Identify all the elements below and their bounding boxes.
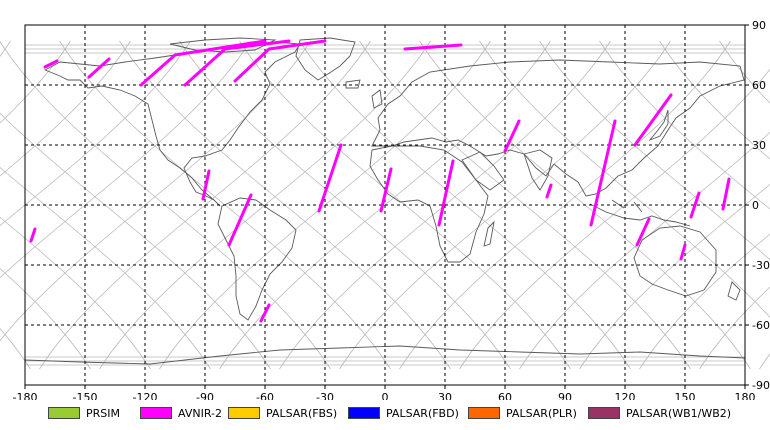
- graticule: [25, 25, 745, 385]
- lon-tick-label: 30: [438, 391, 452, 400]
- coastline-africa: [369, 145, 489, 263]
- swath-avnir2: [635, 217, 651, 247]
- legend-label-palsar-fbd: PALSAR(FBD): [386, 406, 459, 420]
- axis-ticks: -180 -150 -120 -90 -60 -30 0 30 60 90 120 150 180 90 6…: [13, 19, 770, 400]
- swath-avnir2: [437, 159, 455, 227]
- orbit-track: [639, 233, 770, 370]
- legend-swatch-avnir2: [140, 407, 172, 419]
- orbit-track: [599, 40, 770, 210]
- coastline-south-america: [217, 197, 297, 321]
- lat-tick-label: 90: [752, 19, 766, 32]
- lon-tick-label: -90: [196, 391, 214, 400]
- swath-avnir2: [139, 39, 267, 87]
- legend-item-prsim: PRSIM: [48, 405, 120, 421]
- legend-item-palsar-fbs: PALSAR(FBS): [228, 405, 337, 421]
- lon-tick-label: 120: [615, 391, 636, 400]
- legend-label-palsar-plr: PALSAR(PLR): [506, 406, 577, 420]
- swath-avnir2: [259, 303, 271, 323]
- lon-tick-label: -60: [256, 391, 274, 400]
- lon-tick-label: -150: [73, 391, 98, 400]
- orbit-track: [0, 40, 11, 57]
- orbit-track: [0, 268, 91, 370]
- avnir2-swaths: [29, 39, 731, 323]
- orbit-track: [719, 40, 770, 104]
- sensor-legend: PRSIM AVNIR-2 PALSAR(FBS) PALSAR(FBD) PA…: [0, 398, 770, 430]
- coastline-antarctica: [24, 345, 746, 365]
- legend-item-palsar-fbd: PALSAR(FBD): [348, 405, 459, 421]
- lat-tick-label: -30: [752, 259, 770, 272]
- legend-swatch-prsim: [48, 407, 80, 419]
- legend-item-palsar-plr: PALSAR(PLR): [468, 405, 577, 421]
- swath-avnir2: [227, 193, 253, 247]
- orbit-track: [659, 40, 770, 160]
- orbit-track: [0, 40, 131, 177]
- swath-avnir2: [589, 119, 617, 227]
- lon-tick-label: 0: [382, 391, 389, 400]
- coastline-british-isles: [371, 89, 383, 109]
- coastline-iceland: [345, 79, 361, 89]
- lat-tick-label: 60: [752, 79, 766, 92]
- swath-avnir2: [545, 183, 553, 199]
- swath-avnir2: [233, 39, 327, 83]
- swath-avnir2: [679, 243, 687, 261]
- swath-avnir2: [403, 43, 463, 51]
- coastline-indonesia: [589, 199, 691, 227]
- swath-avnir2: [29, 227, 37, 243]
- legend-swatch-palsar-fbs: [228, 407, 260, 419]
- orbit-track: [0, 40, 71, 124]
- map-canvas: -180 -150 -120 -90 -60 -30 0 30 60 90 120 150 180 90 6…: [0, 19, 770, 400]
- lat-tick-label: 0: [752, 199, 759, 212]
- swath-avnir2: [201, 169, 211, 201]
- coastline-new-zealand: [727, 281, 741, 301]
- coastline-japan: [648, 109, 669, 142]
- legend-swatch-palsar-fbd: [348, 407, 380, 419]
- swath-avnir2: [183, 39, 291, 87]
- lon-tick-label: 180: [735, 391, 756, 400]
- legend-swatch-palsar-wb: [588, 407, 620, 419]
- legend-item-palsar-wb: PALSAR(WB1/WB2): [588, 405, 731, 421]
- legend-label-palsar-fbs: PALSAR(FBS): [266, 406, 338, 420]
- lon-tick-label: -120: [133, 391, 158, 400]
- lon-tick-label: -30: [316, 391, 334, 400]
- coastline-india: [523, 149, 553, 191]
- coastline-arabia: [461, 151, 505, 191]
- swath-avnir2: [689, 191, 701, 219]
- legend-label-prsim: PRSIM: [86, 406, 120, 420]
- orbit-track: [699, 286, 770, 370]
- swath-avnir2: [379, 167, 393, 213]
- legend-item-avnir2: AVNIR-2: [140, 405, 222, 421]
- swath-avnir2: [317, 143, 343, 213]
- lat-tick-label: -60: [752, 319, 770, 332]
- orbit-track: [0, 216, 151, 370]
- swath-avnir2: [43, 59, 59, 69]
- legend-swatch-palsar-plr: [468, 407, 500, 419]
- coastline-madagascar: [483, 220, 495, 247]
- lat-tick-label: -90: [752, 379, 770, 392]
- legend-label-avnir2: AVNIR-2: [178, 406, 222, 420]
- swath-avnir2: [633, 93, 673, 147]
- lon-tick-label: -180: [13, 391, 38, 400]
- swath-avnir2: [503, 119, 521, 153]
- swath-avnir2: [87, 57, 111, 79]
- coastline-eurasia: [371, 59, 745, 197]
- lon-tick-label: 90: [558, 391, 572, 400]
- legend-label-palsar-wb: PALSAR(WB1/WB2): [626, 406, 732, 420]
- lon-tick-label: 150: [675, 391, 696, 400]
- lon-tick-label: 60: [498, 391, 512, 400]
- lat-tick-label: 30: [752, 139, 766, 152]
- swath-avnir2: [721, 177, 731, 211]
- coastline-greenland: [295, 37, 356, 81]
- coastline-australia: [633, 225, 717, 297]
